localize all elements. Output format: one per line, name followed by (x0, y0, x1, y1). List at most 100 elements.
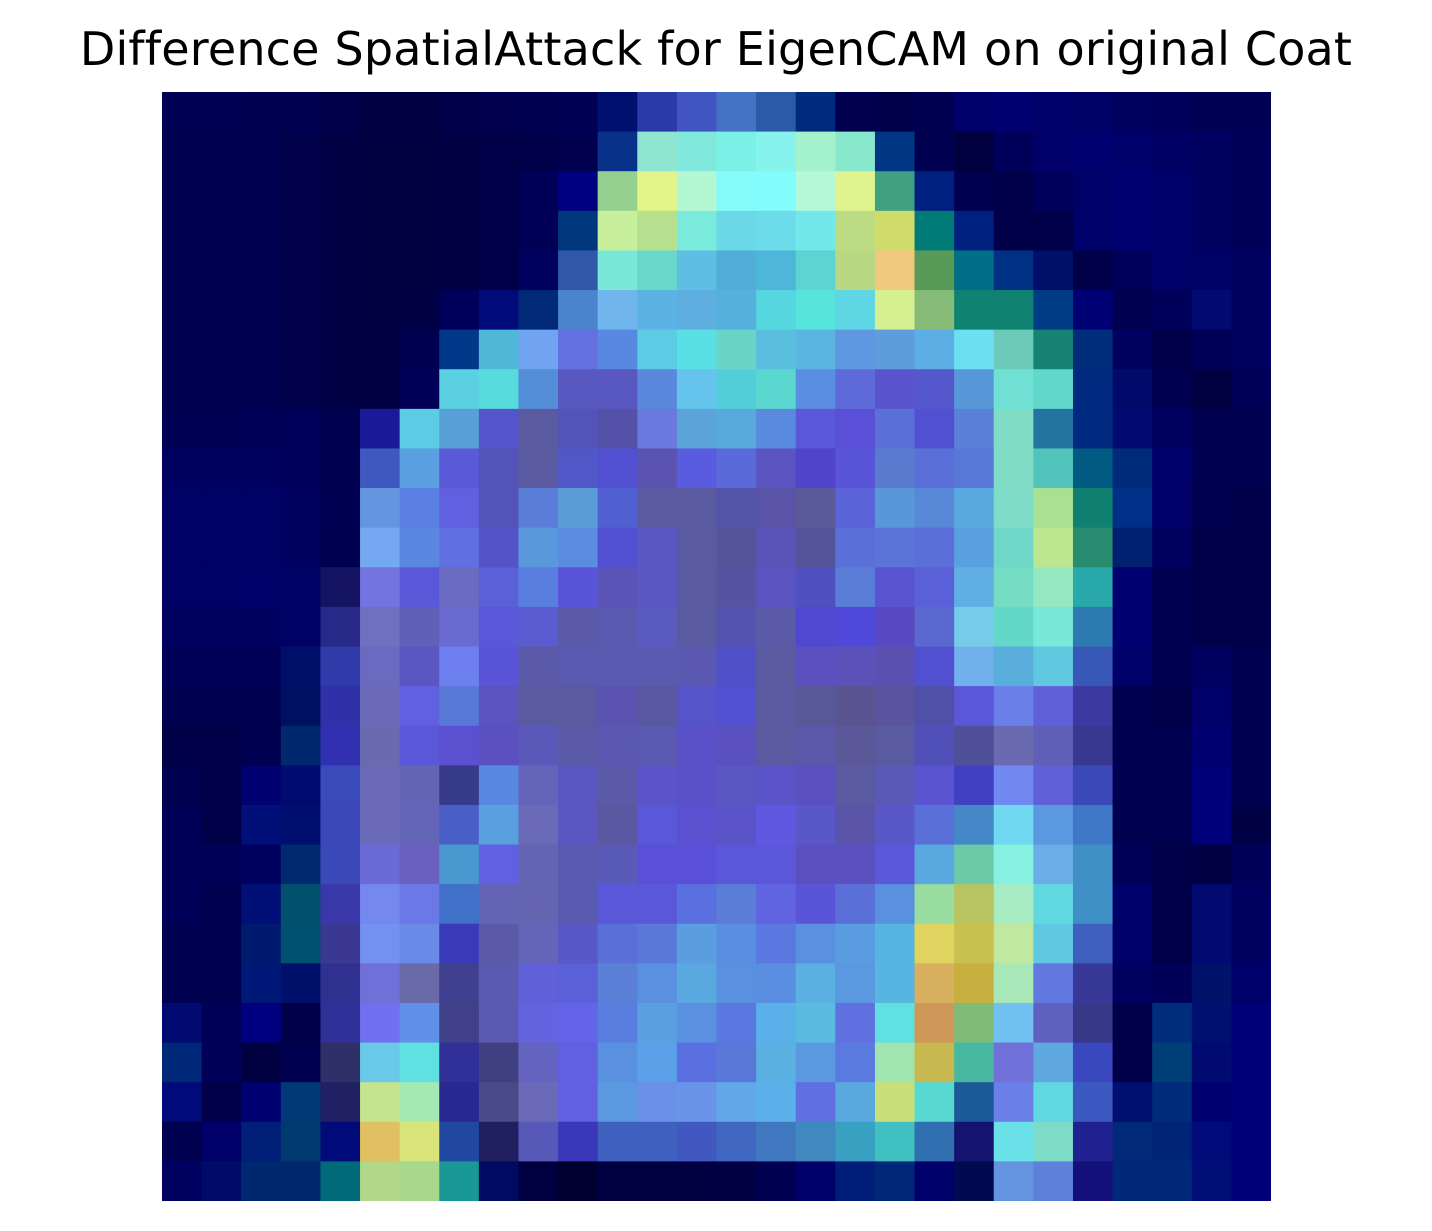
heatmap-cell (201, 408, 242, 450)
heatmap-cell (162, 131, 203, 172)
heatmap-cell (320, 804, 361, 846)
heatmap-cell (518, 1042, 559, 1083)
heatmap-cell (1033, 963, 1074, 1004)
heatmap-cell (360, 92, 401, 133)
heatmap-cell (993, 804, 1034, 846)
heatmap-cell (874, 131, 916, 172)
heatmap-cell (756, 290, 797, 331)
heatmap-cell (162, 646, 203, 687)
heatmap-cell (162, 1002, 203, 1044)
heatmap-cell (360, 171, 401, 212)
heatmap-cell (835, 646, 876, 687)
heatmap-cell (439, 210, 480, 252)
heatmap-cell (597, 765, 638, 806)
heatmap-cell (360, 1002, 401, 1044)
heatmap-cell (637, 923, 678, 964)
heatmap-cell (439, 408, 480, 450)
heatmap-cell (320, 488, 361, 529)
heatmap-cell (399, 765, 440, 806)
heatmap-cell (201, 804, 242, 846)
heatmap-cell (439, 963, 480, 1004)
heatmap-cell (1112, 210, 1153, 252)
heatmap-cell (716, 92, 757, 133)
heatmap-cell (399, 844, 440, 885)
heatmap-cell (280, 646, 322, 687)
heatmap-cell (201, 1082, 242, 1123)
heatmap-cell (993, 963, 1034, 1004)
heatmap-cell (1112, 250, 1153, 291)
heatmap-cell (399, 250, 440, 291)
heatmap-cell (399, 804, 440, 846)
heatmap-cell (320, 527, 361, 568)
heatmap-cell (1231, 1082, 1271, 1123)
heatmap-cell (1072, 92, 1114, 133)
heatmap-cell (597, 1042, 638, 1083)
heatmap-cell (201, 923, 242, 964)
heatmap-cell (439, 646, 480, 687)
heatmap-cell (241, 923, 282, 964)
heatmap-cell (835, 1042, 876, 1083)
heatmap-cell (280, 1161, 322, 1201)
heatmap-cell (1033, 329, 1074, 370)
heatmap-cell (360, 844, 401, 885)
heatmap-cell (201, 844, 242, 885)
heatmap-cell (1112, 1121, 1153, 1162)
heatmap-cell (1191, 804, 1232, 846)
heatmap-cell (1072, 1161, 1114, 1201)
heatmap-cell (1033, 646, 1074, 687)
heatmap-cell (280, 408, 322, 450)
heatmap-cell (1231, 92, 1271, 133)
heatmap-cell (874, 1161, 916, 1201)
heatmap-cell (874, 250, 916, 291)
heatmap-cell (993, 725, 1034, 766)
heatmap-cell (399, 329, 440, 370)
heatmap-cell (320, 725, 361, 766)
heatmap-cell (914, 527, 955, 568)
heatmap-cell (795, 1161, 836, 1201)
heatmap-cell (280, 963, 322, 1004)
heatmap-cell (360, 1161, 401, 1201)
heatmap-cell (1072, 844, 1114, 885)
heatmap-cell (360, 923, 401, 964)
heatmap-cell (280, 329, 322, 370)
heatmap-cell (1191, 329, 1232, 370)
heatmap-cell (399, 725, 440, 766)
heatmap-cell (676, 606, 718, 648)
heatmap-cell (874, 1082, 916, 1123)
heatmap-cell (1033, 1002, 1074, 1044)
heatmap-cell (162, 567, 203, 608)
heatmap-cell (1231, 1161, 1271, 1201)
heatmap-cell (201, 725, 242, 766)
heatmap-cell (1033, 884, 1074, 925)
heatmap-cell (241, 1042, 282, 1083)
heatmap-cell (360, 725, 401, 766)
heatmap-cell (360, 329, 401, 370)
heatmap-cell (1152, 210, 1193, 252)
heatmap-cell (518, 448, 559, 489)
heatmap-cell (518, 1002, 559, 1044)
heatmap-cell (478, 1002, 520, 1044)
heatmap-cell (874, 844, 916, 885)
heatmap-cell (1152, 131, 1193, 172)
heatmap-cell (637, 1121, 678, 1162)
heatmap-cell (756, 963, 797, 1004)
heatmap-cell (914, 884, 955, 925)
heatmap-cell (835, 329, 876, 370)
heatmap-cell (1191, 131, 1232, 172)
heatmap-cell (1152, 606, 1193, 648)
heatmap-cell (835, 488, 876, 529)
heatmap-cell (201, 131, 242, 172)
heatmap-cell (280, 527, 322, 568)
heatmap-cell (716, 567, 757, 608)
heatmap-cell (835, 250, 876, 291)
heatmap-cell (478, 527, 520, 568)
heatmap-cell (756, 765, 797, 806)
heatmap-cell (478, 369, 520, 410)
heatmap-cell (795, 131, 836, 172)
heatmap-cell (1072, 250, 1114, 291)
heatmap-cell (280, 725, 322, 766)
heatmap-cell (597, 923, 638, 964)
heatmap-cell (835, 171, 876, 212)
heatmap-cell (914, 1121, 955, 1162)
heatmap-cell (756, 567, 797, 608)
